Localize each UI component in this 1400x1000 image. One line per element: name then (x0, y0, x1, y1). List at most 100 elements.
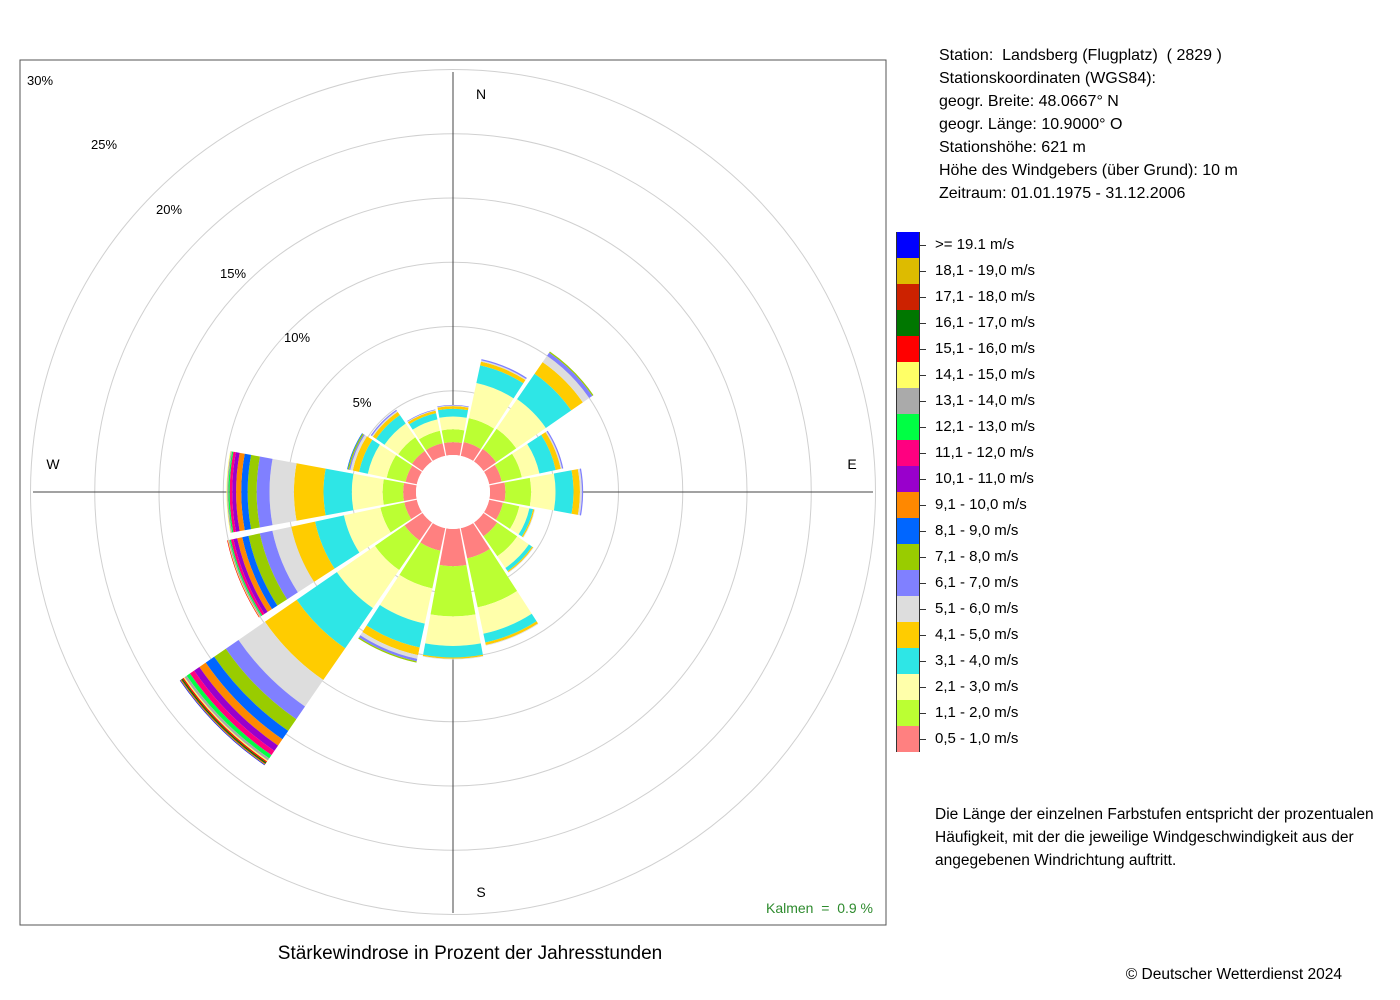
petal-segment (237, 537, 272, 612)
petal-segment (420, 523, 446, 551)
legend-swatch (896, 414, 920, 440)
petal-segment (236, 452, 245, 532)
petal-segment (351, 473, 384, 511)
petal-segment (259, 530, 298, 600)
legend-item: 13,1 - 14,0 m/s (896, 388, 1096, 414)
petal-segment (476, 365, 524, 399)
petal-segment (437, 406, 469, 411)
petal-W (226, 451, 417, 533)
petal-segment (512, 443, 540, 478)
grid-circle-30 (30, 69, 876, 915)
legend-label: 12,1 - 13,0 m/s (935, 418, 1036, 435)
petal-segment (481, 359, 527, 379)
legend-swatch (896, 284, 920, 310)
radial-tick-label: 25% (91, 137, 117, 152)
petal-segment (496, 399, 546, 449)
petal-segment (579, 468, 584, 516)
petal-SSW (358, 523, 446, 663)
petal-segment (336, 545, 400, 609)
petal-segment (412, 419, 440, 440)
legend-item: 5,1 - 6,0 m/s (896, 596, 1096, 622)
petal-segment (411, 450, 432, 471)
copyright-note: © Deutscher Wetterdienst 2024 (1125, 966, 1342, 983)
petal-segment (403, 483, 417, 501)
explanation-text: Die Länge der einzelnen Farbstufen entsp… (935, 806, 1374, 869)
petal-segment (214, 648, 297, 731)
petal-segment (291, 521, 335, 582)
petal-segment (399, 542, 441, 589)
legend-label: 8,1 - 9,0 m/s (935, 522, 1019, 539)
legend-swatch (896, 622, 920, 648)
petal-segment (230, 539, 265, 616)
legend-label: 3,1 - 4,0 m/s (935, 652, 1019, 669)
petal-segment (272, 526, 315, 593)
legend-item: 4,1 - 5,0 m/s (896, 622, 1096, 648)
petal-segment (372, 411, 400, 439)
petal-segment (483, 613, 537, 643)
legend-label: 16,1 - 17,0 m/s (935, 314, 1036, 331)
legend-swatch (896, 726, 920, 752)
legend-tick (920, 271, 926, 272)
legend-swatch (896, 336, 920, 362)
petal-segment (529, 473, 556, 511)
petal-segment (379, 574, 433, 624)
petal-segment (347, 433, 364, 470)
legend-swatch (896, 674, 920, 700)
legend-label: 15,1 - 16,0 m/s (935, 340, 1036, 357)
petal-ESE (484, 499, 536, 538)
compass-label-E: E (847, 456, 856, 472)
petal-NW (370, 409, 432, 471)
petal-segment (226, 451, 231, 533)
petal-segment (407, 410, 437, 425)
radial-tick-label: 15% (220, 266, 246, 281)
petal-segment (444, 442, 462, 456)
petal-segment (542, 355, 590, 403)
legend-swatch (896, 596, 920, 622)
petal-segment (323, 468, 354, 516)
petal-segment (437, 404, 469, 407)
legend-label: 18,1 - 19,0 m/s (935, 262, 1036, 279)
legend-label: 2,1 - 3,0 m/s (935, 678, 1019, 695)
petal-segment (474, 513, 498, 537)
petal-segment (507, 546, 534, 573)
petal-segment (439, 416, 467, 431)
petal-segment (468, 382, 514, 429)
petal-segment (483, 522, 518, 557)
petal-NNW (407, 409, 446, 461)
petal-segment (189, 670, 275, 756)
legend-label: 0,5 - 1,0 m/s (935, 730, 1019, 747)
petal-segment (474, 448, 497, 471)
petal-segment (497, 536, 529, 568)
legend-item: 14,1 - 15,0 m/s (896, 362, 1096, 388)
petal-segment (482, 428, 517, 463)
petal-segment (370, 409, 397, 436)
legend-tick (920, 687, 926, 688)
petal-NE (474, 351, 594, 471)
petal-SE (474, 513, 534, 573)
station-info-line: geogr. Länge: 10.9000° O (939, 116, 1123, 133)
station-info-line: Höhe des Windgebers (über Grund): 10 m (939, 162, 1238, 179)
legend-label: 10,1 - 11,0 m/s (935, 470, 1034, 487)
legend-item: 17,1 - 18,0 m/s (896, 284, 1096, 310)
legend-item: 0,5 - 1,0 m/s (896, 726, 1096, 752)
petal-segment (460, 442, 481, 461)
petal-segment (407, 409, 436, 422)
legend-tick (920, 453, 926, 454)
compass-label-N: N (476, 86, 486, 102)
petal-segment (495, 502, 520, 529)
petal-segment (484, 499, 503, 520)
radial-tick-label: 20% (156, 202, 182, 217)
legend-tick (920, 375, 926, 376)
petal-segment (485, 621, 539, 646)
petal-segment (256, 456, 273, 528)
legend-swatch (896, 310, 920, 336)
petal-segment (405, 465, 422, 485)
petal-segment (242, 535, 278, 610)
petal-segment (441, 429, 465, 443)
calm-label: Kalmen = 0.9 % (766, 900, 874, 916)
legend-item: 11,1 - 12,0 m/s (896, 440, 1096, 466)
legend-label: 14,1 - 15,0 m/s (935, 366, 1036, 383)
petal-segment (430, 565, 476, 617)
petal-segment (425, 614, 481, 646)
